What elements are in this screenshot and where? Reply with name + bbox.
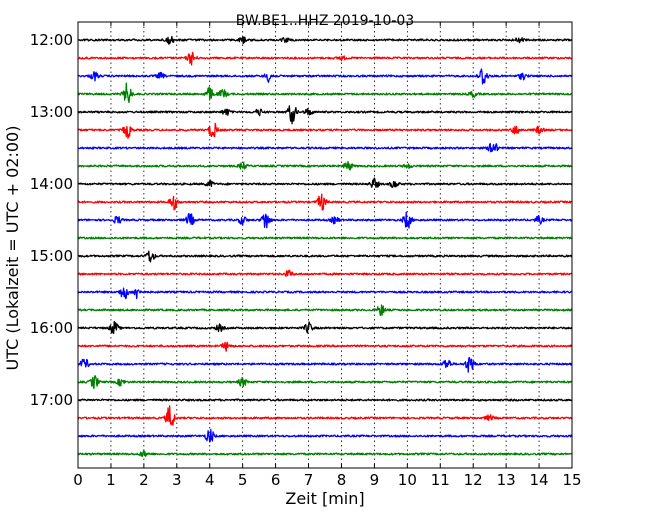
seismic-trace [77, 68, 573, 85]
seismic-trace [77, 82, 573, 104]
x-tick-label: 9 [370, 471, 380, 489]
seismic-trace [77, 398, 573, 402]
x-tick-label: 8 [337, 471, 347, 489]
y-axis-label: UTC (Lokalzeit = UTC + 02:00) [3, 126, 22, 371]
seismic-trace [77, 356, 573, 373]
seismic-trace [77, 375, 573, 390]
seismic-trace [77, 35, 573, 45]
seismic-trace [77, 250, 573, 263]
seismic-trace [77, 177, 573, 188]
seismic-trace [77, 122, 573, 139]
y-tick-label: 13:00 [30, 103, 73, 121]
seismic-trace [77, 105, 573, 125]
y-tick-label: 16:00 [30, 319, 73, 337]
plot-frame [77, 21, 573, 469]
x-tick-label: 2 [139, 471, 149, 489]
x-tick-label: 7 [304, 471, 314, 489]
x-tick-label: 5 [238, 471, 248, 489]
seismic-trace [77, 160, 573, 171]
x-tick-label: 14 [530, 471, 549, 489]
x-tick-label: 12 [464, 471, 483, 489]
seismic-trace [77, 428, 573, 443]
seismic-trace [77, 341, 573, 352]
seismic-trace [77, 142, 573, 153]
seismic-traces [77, 35, 573, 458]
x-tick-label: 4 [205, 471, 215, 489]
seismic-trace [77, 236, 573, 240]
x-tick-label: 10 [398, 471, 417, 489]
seismic-trace [77, 287, 573, 300]
seismic-trace [77, 405, 573, 426]
axis-ticks: 0 1 2 3 4 5 6 7 8 9 10 11 12 13 14 1512:0013:0014:0015:… [30, 22, 582, 489]
x-tick-label: 15 [562, 471, 581, 489]
seismic-trace [77, 449, 573, 458]
x-tick-label: 3 [172, 471, 182, 489]
x-tick-label: 1 [106, 471, 116, 489]
x-tick-label: 0 [73, 471, 83, 489]
seismic-trace [77, 211, 573, 229]
x-tick-label: 11 [431, 471, 450, 489]
y-tick-label: 17:00 [30, 391, 73, 409]
x-axis-label: Zeit [min] [285, 489, 364, 508]
y-tick-label: 14:00 [30, 175, 73, 193]
seismic-trace [77, 320, 573, 334]
x-tick-label: 13 [497, 471, 516, 489]
seismic-trace [77, 193, 573, 211]
seismic-trace [77, 304, 573, 317]
x-tick-label: 6 [271, 471, 281, 489]
chart-title: BW.BE1..HHZ 2019-10-03 [236, 13, 415, 29]
y-tick-label: 15:00 [30, 247, 73, 265]
seismic-trace [77, 51, 573, 66]
seismic-trace [77, 269, 573, 277]
y-tick-label: 12:00 [30, 31, 73, 49]
